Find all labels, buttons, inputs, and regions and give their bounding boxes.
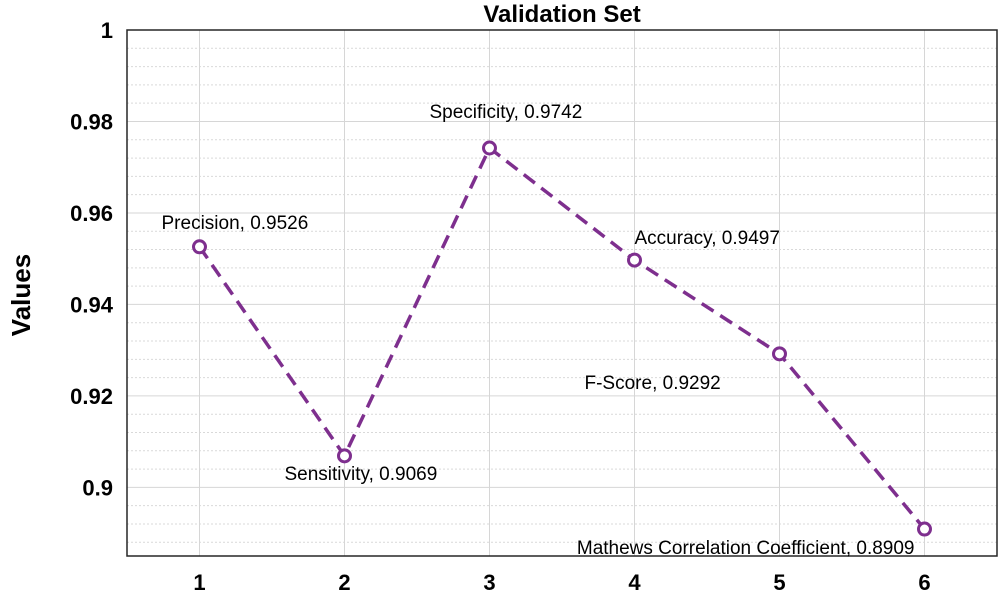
x-tick-label: 6 <box>918 570 930 595</box>
y-tick-label: 0.9 <box>82 475 113 500</box>
y-axis-label: Values <box>6 254 36 336</box>
y-tick-label: 0.96 <box>70 201 113 226</box>
data-point-marker <box>337 448 352 464</box>
data-point-marker <box>917 521 932 537</box>
y-tick-label: 1 <box>101 18 113 43</box>
x-tick-label: 5 <box>773 570 785 595</box>
data-point-label: Precision, 0.9526 <box>162 213 309 234</box>
data-point-marker <box>192 239 207 255</box>
x-tick-label: 3 <box>483 570 495 595</box>
data-point-label: Accuracy, 0.9497 <box>635 228 780 249</box>
plot-area <box>126 29 998 557</box>
data-point-label: Sensitivity, 0.9069 <box>285 464 438 485</box>
x-axis-ticks: 1 2 3 4 5 6 <box>193 570 930 595</box>
y-tick-label: 0.92 <box>70 384 113 409</box>
x-tick-label: 4 <box>628 570 641 595</box>
x-tick-label: 1 <box>193 570 205 595</box>
data-labels: Precision, 0.9526 Sensitivity, 0.9069 Spec… <box>162 102 915 559</box>
data-point-label: Specificity, 0.9742 <box>430 102 583 123</box>
data-point-label: Mathews Correlation Coefficient, 0.8909 <box>577 538 915 559</box>
y-tick-label: 0.94 <box>70 292 114 317</box>
grid <box>127 29 997 556</box>
data-point-marker <box>482 140 497 156</box>
chart-title: Validation Set <box>483 1 640 28</box>
y-tick-label: 0.98 <box>70 109 113 134</box>
data-point-label: F-Score, 0.9292 <box>585 373 721 394</box>
series-line <box>198 145 926 531</box>
y-axis-ticks: 0.9 0.92 0.94 0.96 0.98 1 <box>70 18 114 500</box>
data-point-marker <box>772 346 787 362</box>
series <box>192 140 932 537</box>
data-point-marker <box>627 252 642 268</box>
x-tick-label: 2 <box>338 570 350 595</box>
